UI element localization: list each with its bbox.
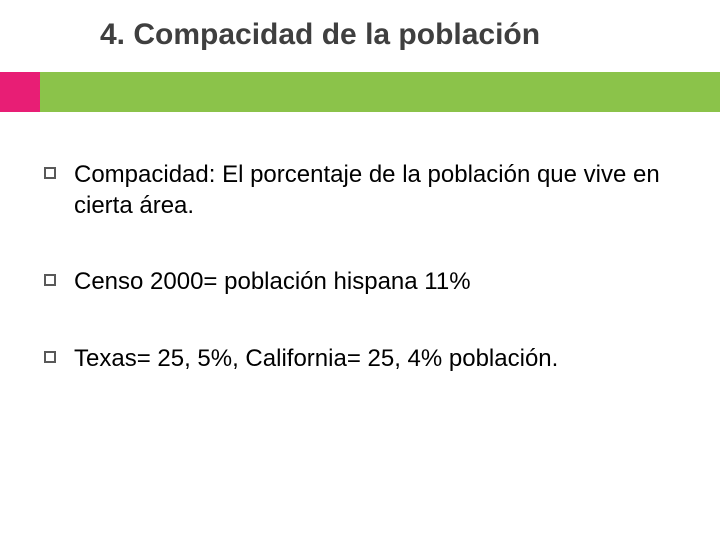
accent-bar-pink [0, 72, 40, 112]
list-item: Texas= 25, 5%, California= 25, 4% poblac… [44, 344, 660, 375]
bullet-marker-icon [44, 167, 56, 179]
bullet-marker-icon [44, 351, 56, 363]
slide-title: 4. Compacidad de la población [100, 18, 540, 52]
bullet-text: Compacidad: El porcentaje de la població… [74, 160, 660, 221]
bullet-list: Compacidad: El porcentaje de la població… [44, 160, 660, 421]
bullet-text: Texas= 25, 5%, California= 25, 4% poblac… [74, 344, 558, 375]
accent-bar [0, 72, 720, 112]
list-item: Compacidad: El porcentaje de la població… [44, 160, 660, 221]
bullet-marker-icon [44, 274, 56, 286]
bullet-text: Censo 2000= población hispana 11% [74, 267, 471, 298]
accent-bar-green [40, 72, 720, 112]
list-item: Censo 2000= población hispana 11% [44, 267, 660, 298]
